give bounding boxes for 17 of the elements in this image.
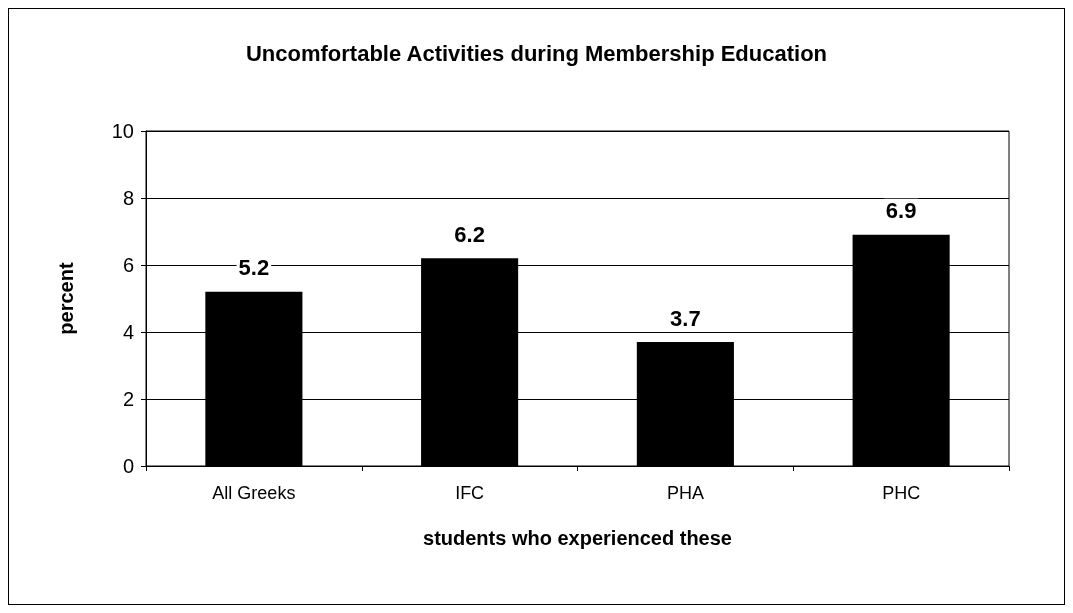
y-tick-label: 8	[122, 187, 134, 209]
x-tick-label: IFC	[455, 483, 485, 503]
x-tick-label: PHC	[882, 483, 921, 503]
x-tick-label: PHA	[666, 483, 704, 503]
y-axis-title: percent	[55, 262, 77, 335]
x-tick-label: All Greeks	[212, 483, 296, 503]
y-tick-label: 4	[122, 321, 134, 343]
y-tick-label: 2	[122, 388, 134, 410]
data-label: 5.2	[238, 255, 270, 281]
chart-title: Uncomfortable Activities during Membership Education	[245, 40, 828, 66]
data-label: 6.2	[454, 221, 485, 247]
y-tick-label: 6	[122, 254, 134, 276]
x-axis-title: students who experienced these	[423, 527, 732, 549]
y-tick-label: 0	[122, 455, 134, 477]
data-label: 3.7	[670, 305, 701, 331]
y-tick-label: 10	[111, 120, 134, 142]
data-label: 6.9	[885, 198, 917, 224]
